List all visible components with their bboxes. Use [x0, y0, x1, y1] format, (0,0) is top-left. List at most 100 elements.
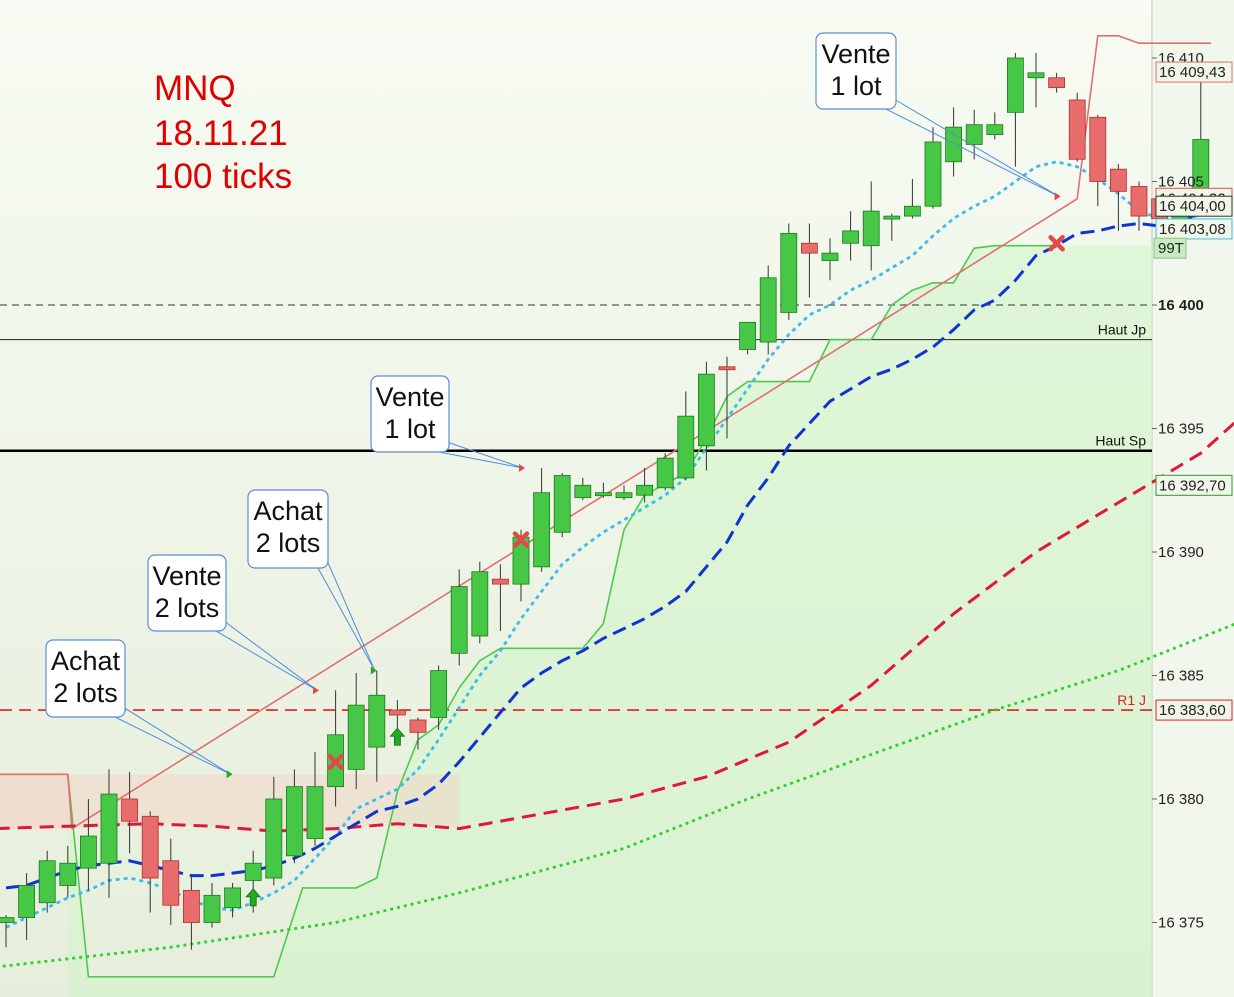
candle-body-up [636, 484, 653, 496]
candle-body-up [100, 793, 118, 864]
candle-body-up [677, 415, 695, 479]
candle-body-up [265, 798, 283, 879]
callout-marker-icon [226, 770, 233, 779]
callout-leader [325, 557, 376, 671]
candle [883, 213, 901, 241]
candle [409, 717, 427, 750]
candle-body-up [430, 670, 448, 718]
candle [18, 873, 36, 940]
buy-arrow-icon [389, 727, 406, 746]
buy-arrow-icon [245, 888, 262, 907]
candle [306, 752, 324, 846]
candle [388, 700, 406, 730]
callout-marker-icon [370, 666, 377, 675]
sell-x-stroke [1048, 235, 1065, 252]
price-tag-value: 16 383,60 [1159, 702, 1226, 719]
price-tag: 16 403,08 [1155, 218, 1233, 240]
callout-box [147, 554, 227, 632]
candle-body-up [986, 124, 1004, 135]
candle-body-up [0, 917, 15, 923]
candle-body-down [1068, 99, 1086, 160]
candle [1089, 114, 1107, 207]
candle [986, 112, 1004, 140]
candle-body-down [162, 860, 180, 906]
price-tag-box [1155, 699, 1233, 721]
candle [80, 799, 97, 891]
candle [265, 776, 283, 886]
candle-body-up [306, 786, 324, 839]
candle [739, 321, 756, 355]
candle-body-up [821, 252, 839, 261]
callout-marker-icon [519, 464, 525, 473]
candle-body-down [1110, 168, 1127, 192]
indicator-trail-red [0, 35, 1212, 830]
level-label-haut-jp: Haut Jp [1098, 322, 1146, 338]
candle-body-up [904, 205, 921, 217]
candle-body-up [368, 694, 386, 748]
candle-body-up [224, 887, 242, 909]
sell-x-stroke [512, 531, 530, 548]
candle-body-up [656, 457, 674, 489]
y-tick-label: 16 375 [1158, 915, 1204, 932]
y-tick-label: 16 380 [1158, 791, 1204, 808]
candle-body-up [59, 862, 77, 886]
candle [121, 771, 138, 854]
candle-body-up [842, 230, 859, 244]
candle [1130, 181, 1148, 231]
indicator-green-dotted [0, 622, 1234, 968]
callout-box [45, 639, 126, 718]
callout-text-line: 1 lot [830, 71, 882, 101]
callout-leader [438, 451, 524, 469]
candles-layer [0, 53, 1210, 950]
y-tick-label: 16 385 [1158, 668, 1204, 685]
candle-body-up [862, 210, 880, 247]
callout-box [815, 32, 897, 110]
candle-body-down [1048, 77, 1065, 89]
candle [574, 477, 592, 501]
candle [0, 915, 15, 948]
candle-body-up [533, 492, 550, 568]
price-tag-box [1155, 474, 1233, 496]
candle [553, 472, 571, 538]
price-tag: 16 383,60 [1155, 699, 1233, 721]
candle-body-up [1007, 57, 1024, 113]
level-label-r1-j: R1 J [1117, 692, 1146, 708]
volume-tag: 99T [1153, 237, 1187, 259]
sell-x-icon [1048, 235, 1065, 252]
candle [38, 850, 56, 913]
price-tag: 16 409,43 [1155, 61, 1233, 83]
callout-text-line: Vente [152, 561, 221, 591]
candle [1110, 164, 1127, 231]
title-bar-type: 100 ticks [154, 157, 292, 196]
candle [162, 838, 180, 925]
candle [533, 468, 550, 572]
candle [1068, 92, 1086, 162]
signals-layer [245, 235, 1065, 907]
candle-body-up [945, 126, 962, 163]
candle-body-up [595, 492, 612, 497]
candle [780, 223, 798, 320]
candle [224, 882, 242, 918]
candle-body-up [698, 373, 715, 447]
chart-title: MNQ 18.11.21 100 ticks [154, 69, 292, 196]
title-instrument: MNQ [154, 69, 236, 108]
sell-x-icon [327, 753, 344, 771]
callout-leader [317, 567, 376, 671]
candle-body-up [615, 492, 633, 499]
sell-x-stroke [327, 753, 344, 771]
callout-leader [893, 98, 1059, 197]
candle-body-up [1027, 72, 1045, 79]
callout-box [370, 375, 450, 453]
callout-leader [223, 620, 318, 691]
candle [698, 361, 715, 471]
candle [945, 107, 962, 177]
callout-leader [446, 441, 524, 469]
candle [677, 391, 695, 481]
candle-body-down [121, 798, 138, 822]
candle-body-up [203, 894, 221, 923]
indicator-red-dashed [0, 421, 1234, 833]
